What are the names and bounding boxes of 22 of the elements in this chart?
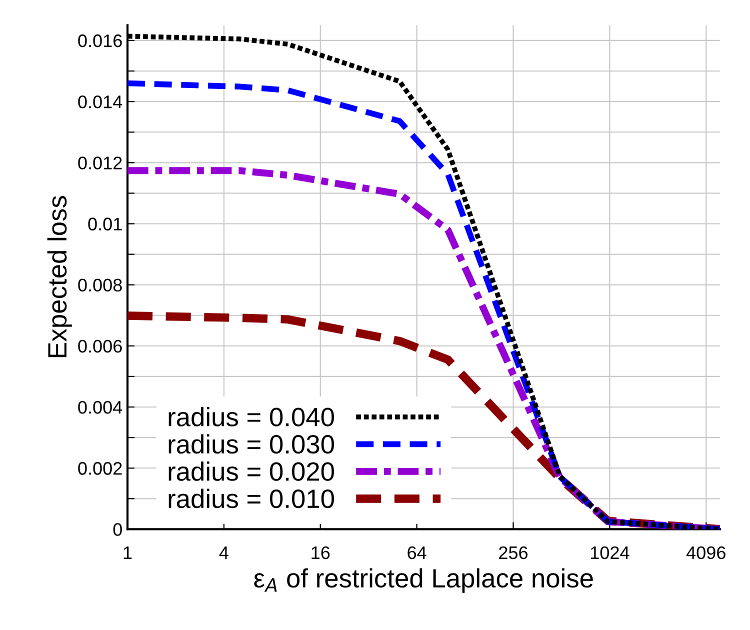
legend-label: radius = 0.040 bbox=[168, 407, 334, 426]
x-tick-label: 64 bbox=[408, 546, 426, 560]
x-tick-label: 16 bbox=[312, 546, 330, 560]
y-tick-label: 0.016 bbox=[78, 34, 122, 48]
y-tick-label: 0 bbox=[113, 523, 122, 536]
x-tick-label: 4 bbox=[219, 546, 228, 559]
y-tick-label: 0.01 bbox=[88, 218, 122, 230]
legend-label: radius = 0.020 bbox=[168, 462, 334, 481]
legend-label: radius = 0.030 bbox=[168, 434, 334, 454]
x-axis-title: ε$_{A}$ of restricted Laplace noise bbox=[254, 568, 593, 593]
y-tick-label: 0.012 bbox=[78, 156, 122, 170]
y-tick-label: 0.006 bbox=[78, 340, 122, 353]
x-tick-label: 4096 bbox=[686, 546, 726, 560]
x-tick-label: 1 bbox=[124, 546, 132, 559]
x-tick-label: 1024 bbox=[590, 546, 630, 560]
y-tick-label: 0.014 bbox=[78, 96, 122, 108]
legend-label: radius = 0.010 bbox=[168, 488, 334, 508]
y-tick-label: 0.002 bbox=[78, 462, 122, 475]
y-tick-label: 0.008 bbox=[78, 278, 122, 292]
y-axis-title: Expected loss bbox=[47, 196, 72, 358]
y-tick-label: 0.004 bbox=[78, 400, 122, 414]
x-tick-label: 256 bbox=[499, 546, 528, 560]
